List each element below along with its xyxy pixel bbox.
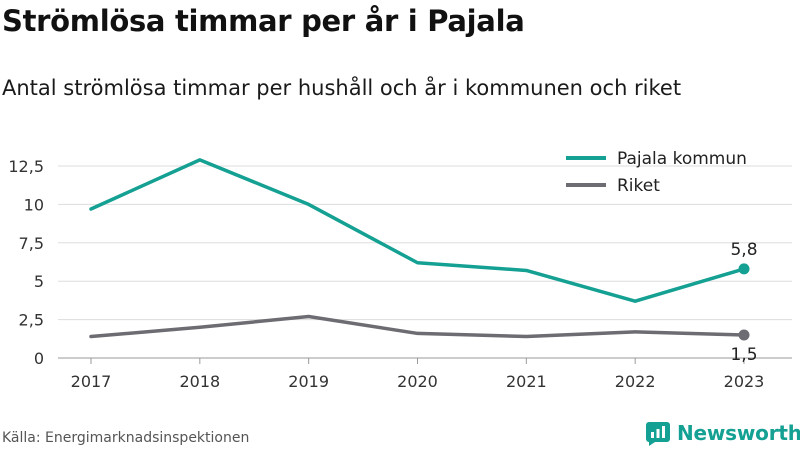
legend-label: Riket — [617, 176, 660, 196]
series-line-1 — [89, 158, 746, 303]
y-tick-label: 10 — [24, 195, 44, 214]
y-tick-label: 5 — [34, 272, 44, 291]
y-tick-label: 12,5 — [8, 157, 44, 176]
y-tick-label: 2,5 — [19, 311, 44, 330]
y-tick-label: 7,5 — [19, 234, 44, 253]
y-tick-label: 0 — [34, 349, 44, 368]
source-note: Källa: Energimarknadsinspektionen — [2, 430, 250, 446]
x-tick-label: 2017 — [71, 372, 112, 391]
chart-title: Strömlösa timmar per år i Pajala — [2, 4, 525, 38]
x-tick-label: 2020 — [397, 372, 438, 391]
brand-logo: Newsworthy — [645, 420, 800, 446]
x-tick-label: 2019 — [288, 372, 329, 391]
end-point-marker — [738, 329, 750, 341]
x-tick-label: 2022 — [615, 372, 656, 391]
newsworthy-logo-icon — [646, 422, 670, 446]
x-tick-label: 2018 — [179, 372, 220, 391]
end-value-label: 5,8 — [730, 240, 757, 260]
series-line-2 — [89, 314, 746, 339]
x-tick-label: 2023 — [724, 372, 765, 391]
x-tick-label: 2021 — [506, 372, 547, 391]
chart-subtitle: Antal strömlösa timmar per hushåll och å… — [2, 76, 682, 100]
legend-label: Pajala kommun — [617, 149, 747, 169]
brand-name: Newsworthy — [677, 421, 800, 445]
end-point-marker — [738, 263, 750, 275]
end-value-label: 1,5 — [730, 345, 757, 365]
